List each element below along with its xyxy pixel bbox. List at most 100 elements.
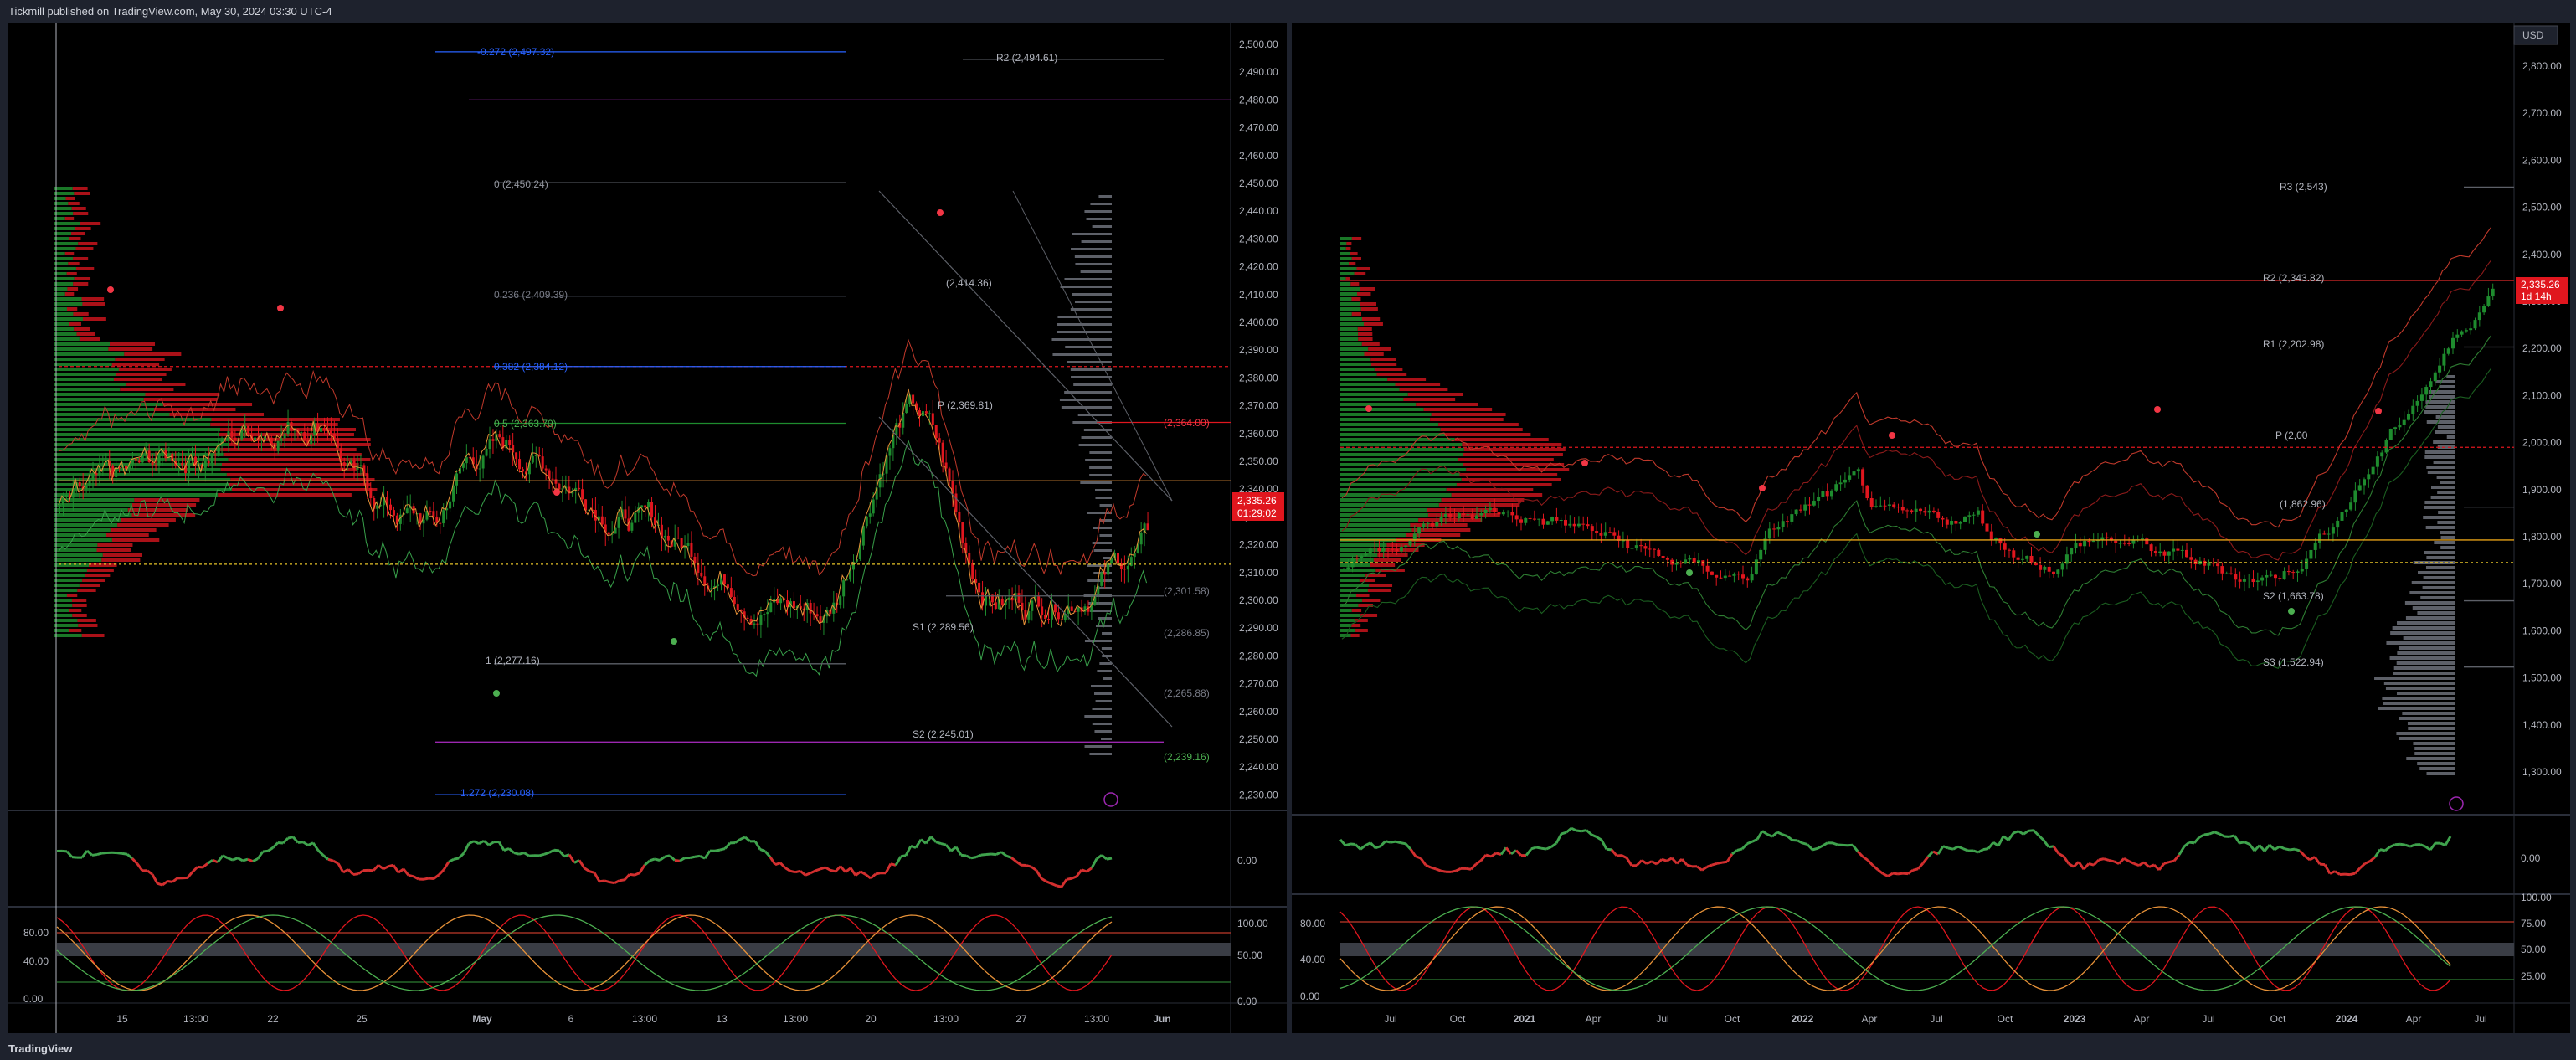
volume-profile-bar-down (1355, 619, 1368, 622)
volume-profile-bar-down (219, 433, 354, 436)
oscillator-line (1916, 862, 1925, 870)
candle-body (2203, 560, 2207, 566)
candle-body (478, 468, 481, 470)
volume-profile-bar (1098, 195, 1112, 198)
level-label: S1 (2,289.56) (913, 621, 974, 633)
oscillator-line (1696, 865, 1703, 872)
candle-body (1821, 491, 1825, 497)
oscillator-line (1641, 859, 1648, 865)
oscillator-line (1081, 868, 1087, 873)
candle-body (445, 508, 449, 511)
candle-body (749, 619, 753, 625)
volume-profile-bar-down (1358, 337, 1373, 341)
candle-body (1100, 572, 1103, 586)
candle-body (908, 394, 912, 404)
volume-profile-bar-up (1340, 262, 1350, 265)
candle-body (1830, 490, 1833, 497)
right-chart-canvas[interactable]: 2,800.002,700.002,600.002,500.002,400.00… (1292, 23, 2570, 1033)
oscillator-line (518, 852, 525, 856)
oscillator-line (186, 871, 194, 879)
candle-body (1000, 598, 1004, 605)
candle-body (1848, 475, 1852, 480)
candle-body (2375, 456, 2379, 467)
oscillator-line (457, 852, 465, 860)
candle-body (2398, 425, 2402, 428)
candle-body (1767, 528, 1771, 539)
volume-profile-bar (2423, 516, 2455, 519)
volume-profile-bar-up (1340, 503, 1439, 507)
candle-body (419, 513, 422, 524)
oscillator-line (372, 864, 380, 872)
volume-profile-bar-up (54, 448, 221, 451)
candle-body (948, 468, 951, 481)
oscillator-line (1832, 841, 1838, 846)
currency-button[interactable] (2513, 25, 2558, 45)
candle-body (1741, 574, 1745, 579)
candle-body (1004, 599, 1007, 605)
oscillator-line (1015, 860, 1022, 867)
oscillator-line (1479, 854, 1488, 862)
candle-body (1931, 510, 1936, 512)
oscillator-line (1495, 852, 1502, 856)
price-axis-label: 2,240.00 (1239, 761, 1278, 773)
left-chart-canvas[interactable]: 2,500.002,490.002,480.002,470.002,460.00… (8, 23, 1287, 1033)
oscillator-line (433, 873, 440, 880)
right-chart-panel[interactable]: 2,800.00 2,700.00 2,600.00 2,500.00 2,400.00… (1292, 23, 2570, 1033)
volume-profile-bar-up (54, 287, 68, 291)
oscillator-line (929, 836, 938, 843)
volume-profile-bar (1051, 338, 1112, 341)
candle-body (756, 623, 759, 625)
volume-profile-bar-down (1351, 297, 1361, 301)
volume-profile-bar-up (54, 488, 232, 491)
volume-profile-bar-down (1361, 342, 1380, 346)
oscillator-line (1746, 840, 1753, 846)
candle-body (703, 576, 707, 586)
candle-body (746, 617, 749, 620)
candle-body (392, 510, 395, 516)
volume-profile-bar-up (54, 428, 221, 431)
oscillator-line (2032, 829, 2040, 836)
oscillator-line (1847, 843, 1854, 847)
candle-body (951, 481, 954, 494)
oscillator-line (734, 838, 741, 844)
candle-body (210, 454, 213, 464)
candle-body (1954, 520, 1958, 524)
candle-body (349, 460, 352, 464)
oscillator-line (2062, 855, 2070, 865)
volume-profile-bar-up (54, 403, 163, 406)
volume-profile-bar (2437, 491, 2455, 494)
osc-axis-label: 40.00 (23, 955, 49, 967)
oscillator-line (1686, 863, 1693, 868)
volume-profile-bar-up (1340, 423, 1439, 426)
volume-profile-bar (1090, 203, 1112, 205)
candle-body (776, 599, 779, 604)
volume-profile-bar-down (1445, 433, 1531, 436)
candle-body (1126, 565, 1129, 570)
left-chart-panel[interactable]: 2,500.00 2,490.00 2,480.00 2,470.00 2,460.00… (8, 23, 1287, 1033)
candle-body (769, 602, 773, 613)
volume-profile-bar (1099, 519, 1112, 522)
candle-body (1581, 523, 1586, 525)
oscillator-line (1926, 850, 1935, 858)
candle-body (759, 615, 763, 625)
volume-profile-bar (1064, 391, 1112, 394)
oscillator-line (1932, 850, 1939, 856)
candle-body (918, 410, 921, 416)
volume-profile-bar (1089, 474, 1112, 476)
oscillator-line (2274, 845, 2280, 852)
candle-body (663, 535, 666, 538)
candle-body (1077, 607, 1080, 612)
candle-body (2349, 502, 2353, 510)
volume-profile-bar-down (73, 312, 89, 316)
signal-dot (553, 489, 560, 496)
volume-profile-bar-up (54, 282, 74, 286)
oscillator-line (2429, 842, 2437, 851)
volume-profile-bar-down (64, 292, 75, 296)
tradingview-logo[interactable]: TradingView (8, 1042, 73, 1055)
candle-body (1412, 533, 1417, 541)
candle-body (2016, 557, 2020, 560)
oscillator-line (830, 868, 836, 873)
candle-body (300, 432, 303, 434)
candle-body (654, 517, 656, 525)
oscillator-line (1056, 884, 1062, 888)
